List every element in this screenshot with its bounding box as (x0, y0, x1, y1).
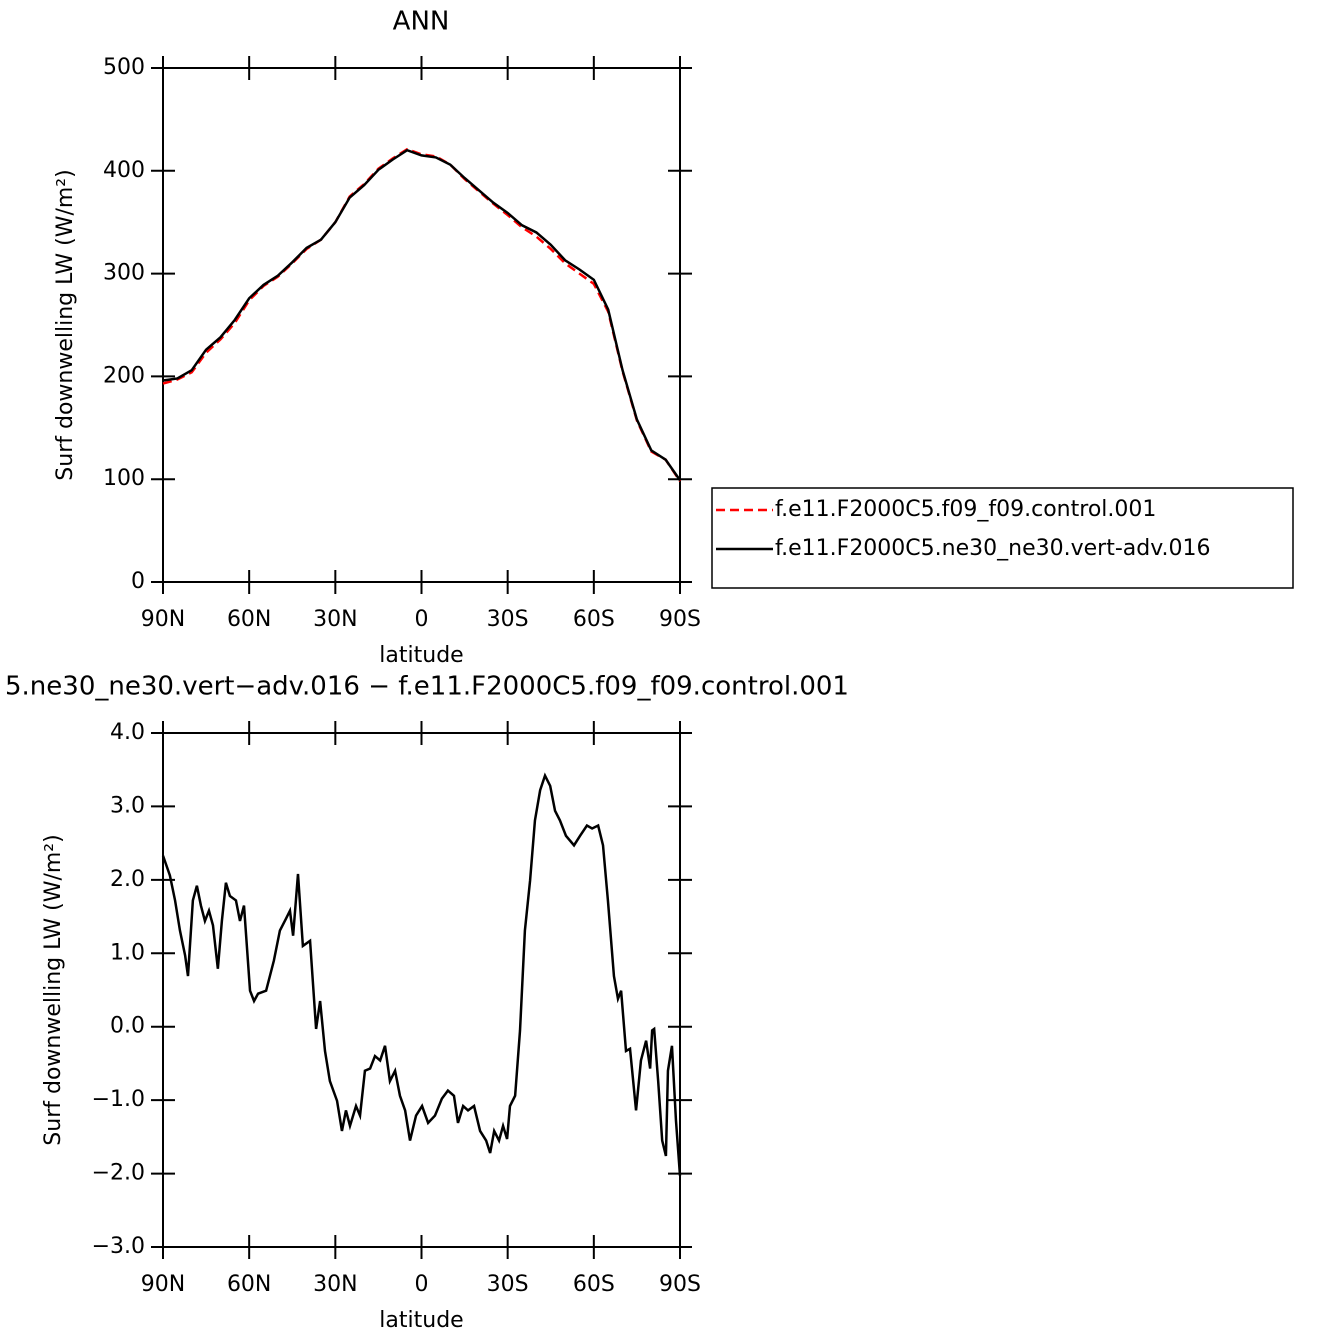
y-tick-label: 0 (131, 569, 145, 594)
plot-frame (162, 732, 681, 1248)
data-line (162, 147, 682, 482)
x-tick-label: 60N (227, 607, 271, 632)
x-tick-label: 90S (659, 607, 701, 632)
y-axis-label: Surf downwelling LW (W/m²) (41, 834, 66, 1145)
x-tick-label: 90S (659, 1272, 701, 1297)
legend-box (711, 487, 1294, 589)
y-tick-label: 300 (103, 261, 145, 286)
chart-title: ANN (393, 7, 450, 37)
legend-label: f.e11.F2000C5.f09_f09.control.001 (775, 497, 1156, 522)
x-tick-label: 0 (415, 1272, 429, 1297)
y-tick-label: 2.0 (110, 867, 145, 892)
x-tick-label: 30S (487, 1272, 529, 1297)
data-line (161, 772, 682, 1176)
x-tick-label: 30N (313, 607, 357, 632)
y-tick-label: −2.0 (92, 1161, 145, 1186)
x-tick-label: 30S (487, 607, 529, 632)
y-tick-label: 1.0 (110, 940, 145, 965)
chart-title: 5.ne30_ne30.vert−adv.016 − f.e11.F2000C5… (5, 672, 849, 702)
y-tick-label: −3.0 (92, 1234, 145, 1259)
x-tick-label: 60S (573, 607, 615, 632)
x-tick-label: 90N (141, 1272, 185, 1297)
y-tick-label: 500 (103, 55, 145, 80)
legend-label: f.e11.F2000C5.ne30_ne30.vert-adv.016 (775, 536, 1211, 561)
y-tick-label: −1.0 (92, 1087, 145, 1112)
data-line (162, 148, 682, 481)
x-tick-label: 90N (141, 607, 185, 632)
x-tick-label: 60S (573, 1272, 615, 1297)
x-axis-label: latitude (379, 1308, 463, 1333)
y-tick-label: 0.0 (110, 1014, 145, 1039)
plot-frame (162, 67, 681, 583)
x-tick-label: 30N (313, 1272, 357, 1297)
y-tick-label: 100 (103, 466, 145, 491)
y-tick-label: 3.0 (110, 793, 145, 818)
y-tick-label: 200 (103, 363, 145, 388)
x-tick-label: 60N (227, 1272, 271, 1297)
y-axis-label: Surf downwelling LW (W/m²) (53, 169, 78, 480)
x-tick-label: 0 (415, 607, 429, 632)
y-tick-label: 4.0 (110, 720, 145, 745)
x-axis-label: latitude (379, 643, 463, 668)
y-tick-label: 400 (103, 158, 145, 183)
